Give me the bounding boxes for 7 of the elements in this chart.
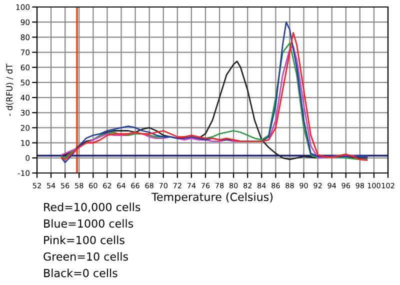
y-axis-title: - d(RFU) / dT: [6, 64, 14, 116]
x-axis-title: Temperature (Celsius): [151, 192, 273, 204]
text: Blue=1000 cells: [44, 219, 134, 228]
text: Red=10,000 cells: [44, 202, 140, 212]
text: Pink=100 cells: [44, 236, 124, 244]
text: Green=10 cells: [44, 252, 128, 261]
text: Black=0 cells: [44, 268, 118, 278]
